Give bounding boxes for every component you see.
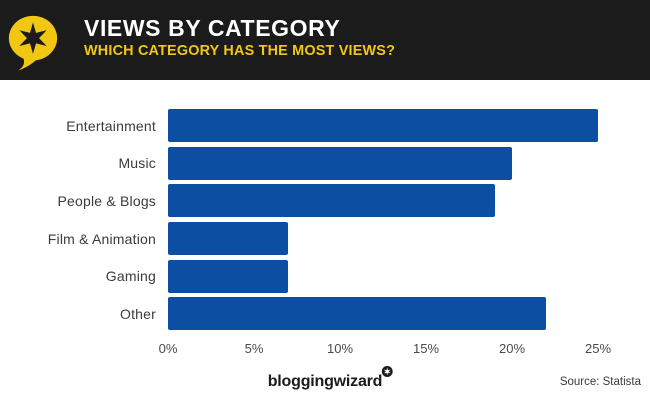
bar-row: Other [0,295,650,333]
page-title: VIEWS BY CATEGORY [84,15,341,41]
bar [168,297,547,331]
category-label: Other [119,305,156,322]
star-icon [19,22,47,54]
x-axis-tick: 20% [498,341,526,356]
footer-brand: bloggingwizard [267,366,393,391]
bar [168,184,495,218]
source-credit: Source: Statista [559,376,641,388]
bar [168,109,598,143]
bar-row: Gaming [0,257,650,295]
category-label: Gaming [105,268,156,285]
x-axis-tick: 15% [412,341,440,356]
x-axis-tick: 25% [584,341,612,356]
bloggingwizard-logo-icon [8,15,58,71]
star-badge-icon [381,366,393,377]
category-label: People & Blogs [57,192,156,209]
brand-text: bloggingwizard [267,373,383,390]
category-label: Film & Animation [47,230,156,247]
bar [168,259,289,293]
x-axis-tick: 5% [244,341,264,356]
bar-row: People & Blogs [0,182,650,220]
x-axis-tick: 0% [158,341,178,356]
category-label: Music [118,155,156,172]
x-axis: 0% 5% 10% 15% 20% 25% [159,341,611,359]
x-axis-tick: 10% [326,341,354,356]
bar-row: Film & Animation [0,220,650,258]
bar [168,146,512,180]
header: VIEWS BY CATEGORY WHICH CATEGORY HAS THE… [0,0,650,80]
bar-rows: Entertainment Music People & Blogs Film & A… [0,107,650,333]
bar-row: Entertainment [0,107,650,145]
category-label: Entertainment [66,117,156,134]
page-subtitle: WHICH CATEGORY HAS THE MOST VIEWS? [84,42,396,59]
bar-row: Music [0,145,650,183]
bar [168,222,289,256]
